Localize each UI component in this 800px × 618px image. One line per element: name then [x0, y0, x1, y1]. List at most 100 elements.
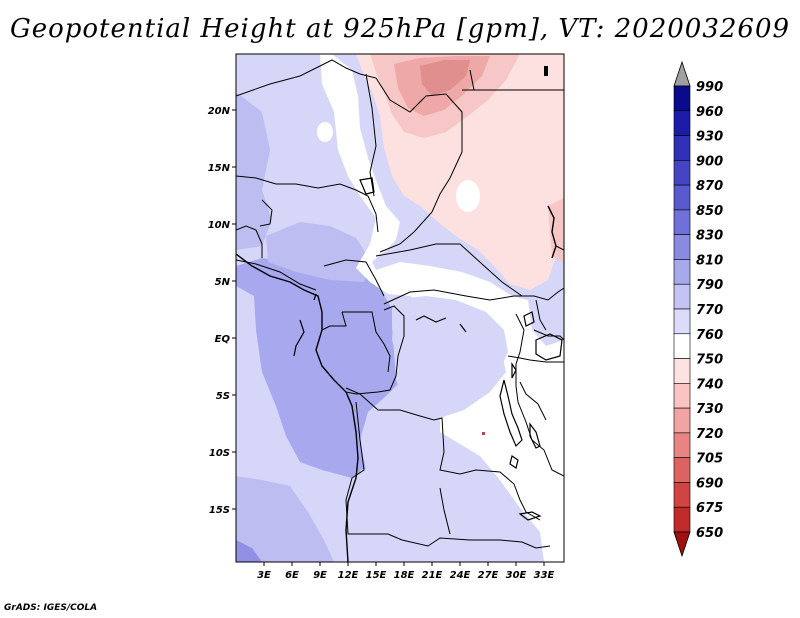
field-720-core: [420, 60, 470, 96]
map-frame: [235, 53, 565, 563]
colorbar-bottom-arrow: [673, 531, 691, 558]
colorbar-box: [673, 160, 691, 186]
lake-malawi: [529, 422, 541, 449]
coastline: [236, 205, 557, 562]
border-line: [519, 381, 547, 421]
border-line: [259, 199, 273, 227]
border-line: [236, 175, 379, 233]
small-feature: [482, 432, 485, 435]
border-line: [507, 355, 564, 363]
river-segment: [459, 323, 467, 333]
colorbar-box: [673, 85, 691, 112]
field-770-hole-2: [456, 180, 480, 212]
colorbar-label: 770: [696, 303, 723, 318]
colorbar-label: 960: [696, 105, 723, 120]
colorbar-label: 650: [696, 526, 723, 541]
colorbar-label: 790: [696, 278, 723, 293]
lakes: [293, 177, 563, 521]
map-field: [236, 54, 564, 562]
border-line: [345, 305, 405, 395]
colorbar-box: [673, 234, 691, 260]
border-line: [342, 311, 391, 373]
lat-label: 15N: [208, 163, 231, 174]
border-line: [236, 59, 463, 253]
lake-tanganyika: [499, 379, 523, 448]
lat-label: 10S: [209, 448, 230, 459]
lon-label: 3E: [257, 570, 271, 581]
lake-victoria: [535, 333, 563, 361]
colorbar-top-arrow: [673, 60, 691, 87]
lon-label: 21E: [422, 570, 443, 581]
coast-line: [547, 205, 557, 259]
field-770-hole-1: [317, 122, 333, 142]
border-line: [383, 287, 564, 305]
lon-label: 9E: [313, 570, 327, 581]
colorbar-label: 750: [696, 353, 723, 368]
lon-label: 27E: [478, 570, 499, 581]
lon-label: 24E: [450, 570, 471, 581]
lon-label: 12E: [338, 570, 359, 581]
lon-label: 30E: [506, 570, 527, 581]
border-line: [375, 243, 523, 297]
field-810-sw: [236, 476, 334, 562]
colorbar-box: [673, 135, 691, 161]
colorbar-labels: 990 960 930 900 870 850 830 810 790 770 760 750 740 7…: [696, 80, 723, 541]
colorbar-box: [673, 308, 691, 335]
colorbar-label: 850: [696, 204, 723, 219]
border-line: [535, 299, 547, 331]
colorbar-box: [673, 333, 691, 359]
lat-label: 5S: [216, 391, 230, 402]
border-line: [323, 259, 385, 297]
lake-kivu: [511, 362, 517, 379]
lon-label: 18E: [394, 570, 415, 581]
lat-ticks: [232, 109, 236, 510]
colorbar-label: 930: [696, 130, 723, 145]
lat-label: 20N: [208, 106, 231, 117]
river-segment: [415, 315, 447, 323]
grads-credit: GrADS: IGES/COLA: [4, 603, 98, 613]
colorbar-box: [673, 283, 691, 310]
colorbar-label: 830: [696, 229, 723, 244]
field-790-congo: [392, 296, 508, 414]
country-borders: [236, 59, 564, 549]
field-810-nw-coast: [236, 92, 272, 250]
colorbar-label: 675: [696, 501, 723, 516]
border-line: [345, 387, 541, 521]
lon-label: 15E: [366, 570, 387, 581]
colorbar-label: 760: [696, 328, 723, 343]
field-810-gabon: [266, 222, 372, 282]
colorbar-box: [673, 383, 691, 409]
field-830-sw-corner: [236, 540, 262, 562]
border-line: [469, 69, 475, 91]
colorbar-label: 900: [696, 154, 723, 169]
chart-title: Geopotential Height at 925hPa [gpm], VT:…: [9, 14, 791, 44]
border-line: [345, 401, 551, 549]
colorbar-label: 870: [696, 179, 723, 194]
border-line: [555, 245, 564, 251]
colorbar-box: [673, 358, 691, 384]
colorbar-label: 720: [696, 427, 723, 442]
colorbar-box: [673, 184, 691, 211]
colorbar: 990 960 930 900 870 850 830 810 790 770 760 750 740 7…: [673, 60, 723, 558]
border-line: [321, 311, 347, 331]
lat-label: 15S: [209, 505, 230, 516]
border-line: [515, 313, 564, 477]
colorbar-box: [673, 432, 691, 458]
lake-kariba: [518, 511, 542, 521]
lon-label: 6E: [285, 570, 299, 581]
lat-label: 10N: [208, 220, 231, 231]
small-feature: [544, 66, 548, 76]
river-segment: [313, 293, 317, 301]
lon-label: 33E: [534, 570, 555, 581]
colorbar-box: [673, 482, 691, 508]
colorbar-label: 740: [696, 377, 723, 392]
colorbar-box: [673, 407, 691, 434]
colorbar-boxes: [673, 85, 691, 533]
colorbar-label: 730: [696, 402, 723, 417]
border-line: [236, 225, 263, 258]
colorbar-box: [673, 209, 691, 235]
border-line: [236, 259, 317, 291]
river-segment: [293, 319, 305, 357]
lat-label: EQ: [215, 334, 231, 345]
